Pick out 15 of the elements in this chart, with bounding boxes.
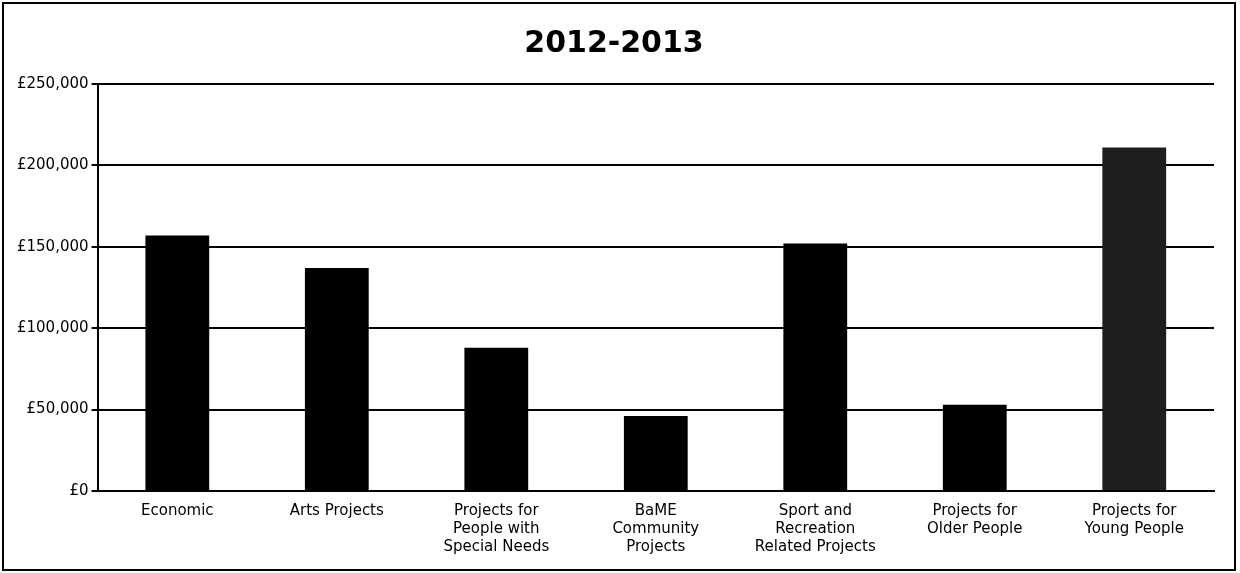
y-tick-label: £250,000 (16, 73, 89, 92)
x-tick-label: Projects for Young People (1083, 500, 1185, 537)
x-tick-label: Economic (141, 500, 214, 519)
y-tick-label: £0 (69, 480, 89, 499)
y-tick-label: £150,000 (16, 236, 89, 255)
chart-title: 2012-2013 (524, 23, 704, 59)
y-tick-label: £200,000 (16, 155, 89, 174)
x-tick-label: Arts Projects (289, 500, 384, 519)
x-tick-label: Projects for People with Special Needs (443, 500, 550, 555)
y-tick-label: £50,000 (26, 399, 89, 418)
bar (1102, 147, 1167, 490)
x-tick-label: Projects for Older People (927, 500, 1023, 537)
x-tick-label: Sport and Recreation Related Projects (754, 500, 876, 555)
x-tick-label: BaME Community Projects (612, 500, 700, 555)
y-tick-label: £100,000 (16, 318, 89, 337)
